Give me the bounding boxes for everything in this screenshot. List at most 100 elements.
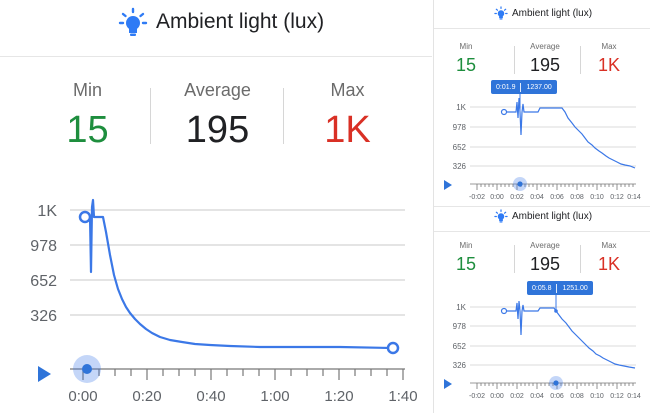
x-tick: 0:02 [510,194,524,201]
x-axis-ticks [476,383,634,389]
lightbulb-icon [494,6,508,20]
x-tick: 0:10 [590,194,604,201]
bottom-right-chart: 1K 978 652 326 -0:02 0:00 0:02 0:04 0:06… [444,295,641,400]
y-tick: 978 [453,322,467,331]
stat-separator [580,245,581,273]
x-tick: 0:14 [627,393,641,400]
average-stat: Average 195 [520,241,570,275]
x-tick: 0:12 [610,194,624,201]
x-tick: 0:04 [530,194,544,201]
start-marker[interactable] [78,210,92,224]
data-line [504,300,636,369]
min-value: 15 [455,55,477,75]
average-label: Average [530,241,560,250]
stat-separator [283,88,284,144]
x-tick: 0:04 [530,393,544,400]
x-tick: 1:20 [324,388,353,405]
header-divider [434,28,650,29]
x-tick: 0:08 [570,194,584,201]
end-marker[interactable] [386,341,400,355]
x-tick: 1:00 [260,388,289,405]
x-tick: 1:40 [388,388,417,405]
y-tick: 1K [456,103,466,112]
start-marker[interactable] [500,108,508,116]
y-tick: 652 [453,143,467,152]
x-tick: 0:00 [490,393,504,400]
lightbulb-icon [494,209,508,223]
start-marker[interactable] [500,307,508,315]
x-tick: 0:02 [510,393,524,400]
x-tick: 0:06 [550,393,564,400]
min-stat: Min 15 [446,42,486,76]
main-chart: 1K 978 652 326 0:00 0:20 0:40 1:00 1:20 … [30,198,418,405]
min-label: Min [72,80,102,100]
max-stat: Max 1K [589,42,629,76]
data-line [504,97,636,169]
scrubber-handle[interactable] [517,181,523,187]
y-tick: 978 [453,123,467,132]
y-tick: 652 [453,342,467,351]
header-divider [0,56,432,57]
average-label: Average [530,42,560,51]
max-label: Max [601,42,617,51]
max-value: 1K [324,109,371,151]
lightbulb-icon [118,7,148,36]
x-axis-ticks [476,184,634,190]
average-stat: Average 195 [165,80,270,152]
play-icon[interactable] [444,180,452,190]
x-tick: 0:40 [196,388,225,405]
tooltip-value: 1251.00 [562,284,588,292]
average-value: 195 [529,55,561,75]
main-header: Ambient light (lux) [118,7,324,37]
x-axis-ticks [82,369,404,380]
top-right-panel: Ambient light (lux) Min 15 Average 195 M… [434,0,650,206]
scrubber-handle[interactable] [553,380,559,386]
min-value: 15 [66,109,109,151]
panel-divider [434,206,650,207]
y-tick: 326 [30,308,57,325]
gridlines [70,209,405,316]
max-stat: Max 1K [589,241,629,275]
x-tick: 0:06 [550,194,564,201]
data-line [84,198,393,350]
chart-title: Ambient light (lux) [156,10,325,33]
cursor-point [554,309,558,313]
x-tick: 0:08 [570,393,584,400]
x-tick: 0:10 [590,393,604,400]
min-stat: Min 15 [446,241,486,275]
average-stat: Average 195 [520,42,570,76]
chart-title: Ambient light (lux) [512,210,593,222]
average-value: 195 [185,109,250,151]
y-tick: 326 [453,162,467,171]
min-label: Min [459,42,473,51]
y-tick: 1K [37,203,57,220]
top-right-header: Ambient light (lux) [494,6,592,20]
x-tick: -0:02 [469,393,485,400]
average-label: Average [184,80,251,100]
tooltip-time: 0:01.9 [496,83,516,91]
bottom-right-panel: Ambient light (lux) Min 15 Average 195 M… [434,207,650,413]
min-label: Min [459,241,473,250]
x-tick: -0:02 [469,194,485,201]
gridlines [470,106,636,167]
max-value: 1K [597,55,621,75]
max-stat: Max 1K [300,80,395,152]
stat-separator [514,245,515,273]
tooltip-value: 1237.00 [526,83,552,91]
x-tick: 0:00 [68,388,97,405]
x-tick: 0:20 [132,388,161,405]
value-tooltip: 0:01.9 1237.00 [491,80,557,94]
average-value: 195 [529,254,561,274]
x-tick: 0:12 [610,393,624,400]
play-icon[interactable] [38,366,51,382]
bottom-right-header: Ambient light (lux) [494,209,592,223]
main-panel: Ambient light (lux) Min 15 Average 195 M… [0,7,432,405]
scrubber-handle[interactable] [82,364,92,374]
value-tooltip: 0:05.8 1251.00 [527,281,593,295]
max-value: 1K [597,254,621,274]
stat-separator [514,46,515,74]
x-tick: 0:00 [490,194,504,201]
play-icon[interactable] [444,379,452,389]
x-tick: 0:14 [627,194,641,201]
stat-separator [150,88,151,144]
